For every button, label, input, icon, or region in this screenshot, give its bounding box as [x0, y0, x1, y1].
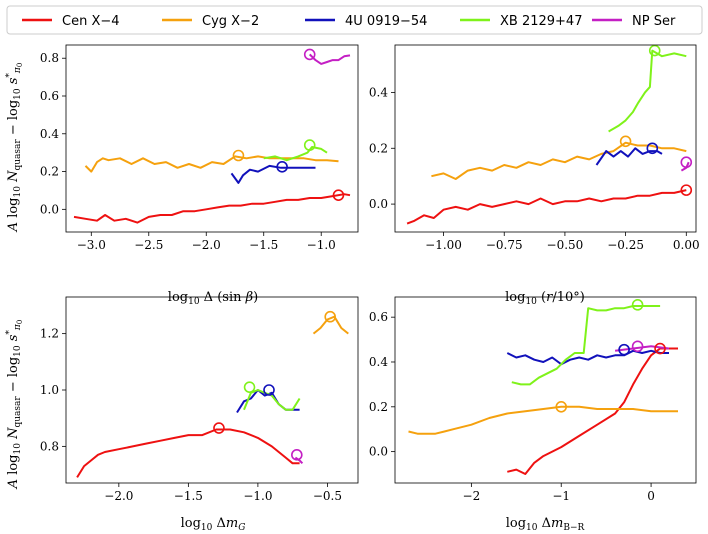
ytick-label-bottom-right: 0.6 [369, 310, 388, 324]
xlabel-top-left: log10 Δ (sin β) [168, 290, 258, 307]
xtick-label-bottom-right: 0 [647, 489, 655, 503]
series-marker-xb-2129-47-top-right [648, 45, 661, 57]
xtick-label-top-right: −0.25 [607, 238, 644, 252]
legend-frame [6, 5, 703, 35]
series-marker-4u-0919-54-top-left [276, 161, 288, 173]
axes-frame-bottom-left [65, 296, 359, 484]
xtick-label-bottom-right: −2 [463, 489, 481, 503]
ytick-label-top-left: 0.6 [40, 89, 59, 103]
series-line-cen-x-4-bottom-left [76, 428, 300, 478]
series-marker-np-ser-bottom-right [631, 340, 644, 353]
series-line-4u-0919-54-bottom-right [506, 349, 669, 366]
ytick-label-top-left: 0.0 [40, 202, 59, 216]
xtick-label-top-right: −0.50 [547, 238, 584, 252]
series-line-cyg-x-2-bottom-right [408, 405, 678, 435]
series-line-cen-x-4-top-right [406, 189, 687, 225]
xtick-label-bottom-left: −2.0 [104, 489, 133, 503]
panel-top-right: log10 (r/10°) −1.00 −0.75 −0.50 −0.25 0.00 0.… [369, 44, 700, 307]
xlabel-bottom-left: log10 ΔmG [181, 516, 246, 533]
series-marker-cen-x-4-top-right [680, 184, 693, 196]
xtick-label-top-left: −2.0 [192, 238, 221, 252]
xtick-label-top-left: −1.0 [307, 238, 336, 252]
legend-label-4u-0919-54: 4U 0919−54 [345, 14, 427, 29]
xtick-label-bottom-left: −0.5 [313, 489, 342, 503]
xtick-label-top-left: −1.5 [249, 238, 278, 252]
series-marker-np-ser-top-right [680, 156, 693, 169]
ytick-label-top-right: 0.4 [369, 85, 388, 99]
axes-frame-top-left [65, 44, 359, 233]
series-line-xb-2129-47-bottom-left [243, 389, 301, 411]
series-line-4u-0919-54-top-right [595, 147, 663, 166]
series-marker-4u-0919-54-top-right [646, 142, 659, 155]
series-marker-cen-x-4-top-left [332, 189, 345, 201]
axes-frame-bottom-right [394, 296, 697, 484]
series-marker-cyg-x-2-bottom-right [555, 401, 568, 413]
ytick-label-top-right: 0.0 [369, 197, 388, 211]
xtick-label-top-right: −0.75 [486, 238, 523, 252]
ytick-label-top-right: 0.2 [369, 141, 388, 155]
xlabel-top-right: log10 (r/10°) [505, 290, 585, 307]
ytick-label-bottom-left: 1.0 [40, 383, 59, 397]
series-marker-cyg-x-2-top-left [232, 149, 245, 162]
ylabel-top-left: A log10 Nquasar − log10 s*π0 [5, 63, 24, 233]
series-line-4u-0919-54-top-left [230, 164, 316, 184]
panel-top-left: log10 Δ (sin β) −3.0 −2.5 −2.0 −1.5 −1.0 0.0 0… [40, 44, 359, 307]
ytick-label-top-left: 0.8 [40, 51, 59, 65]
series-marker-cen-x-4-bottom-right [654, 342, 666, 355]
series-marker-np-ser-top-left [303, 48, 316, 61]
legend-label-cyg-x-2: Cyg X−2 [202, 14, 259, 29]
series-line-xb-2129-47-top-right [608, 49, 687, 133]
series-line-np-ser-top-left [308, 53, 351, 65]
series-marker-cen-x-4-bottom-left [213, 422, 225, 434]
series-marker-cyg-x-2-top-right [619, 135, 632, 148]
ytick-label-bottom-left: 1.2 [40, 327, 59, 341]
series-marker-np-ser-bottom-left [291, 449, 303, 461]
xtick-label-bottom-left: −1.5 [174, 489, 203, 503]
ytick-label-top-left: 0.4 [40, 127, 59, 141]
legend-label-cen-x-4: Cen X−4 [62, 14, 120, 29]
ylabel-bottom-left: A log10 Nquasar − log10 s*π0 [5, 320, 24, 490]
ytick-label-bottom-left: 0.8 [40, 439, 59, 453]
xtick-label-bottom-right: −1 [552, 489, 570, 503]
xtick-label-top-left: −3.0 [77, 238, 106, 252]
series-marker-4u-0919-54-bottom-left [263, 384, 275, 396]
series-line-xb-2129-47-top-left [263, 146, 328, 162]
ytick-label-top-left: 0.2 [40, 165, 59, 179]
panel-bottom-left: log10 ΔmG −2.0 −1.5 −1.0 −0.5 0.8 1.0 1.2 [40, 296, 359, 533]
xtick-label-top-right: −1.00 [425, 238, 462, 252]
xtick-label-top-right: 0.00 [673, 238, 700, 252]
series-marker-xb-2129-47-top-left [303, 139, 316, 151]
series-line-cyg-x-2-top-right [431, 141, 687, 180]
series-line-cen-x-4-top-left [73, 193, 351, 224]
series-marker-cyg-x-2-bottom-left [324, 310, 336, 323]
ytick-label-bottom-right: 0.2 [369, 400, 388, 414]
ytick-label-bottom-right: 0.4 [369, 355, 388, 369]
xlabel-bottom-right: log10 ΔmB−R [506, 516, 585, 533]
series-line-xb-2129-47-bottom-right [511, 305, 661, 386]
series-line-cyg-x-2-top-left [84, 155, 339, 173]
xtick-label-bottom-left: −1.0 [243, 489, 272, 503]
legend-label-xb-2129-47: XB 2129+47 [500, 14, 582, 29]
series-marker-xb-2129-47-bottom-right [631, 299, 644, 311]
xtick-label-top-left: −2.5 [134, 238, 163, 252]
legend-label-np-ser: NP Ser [632, 14, 676, 29]
series-marker-4u-0919-54-bottom-right [618, 343, 630, 356]
series-line-cyg-x-2-bottom-left [312, 315, 349, 335]
panel-bottom-right: log10 ΔmB−R −2 −1 0 0.0 0.2 0.4 0.6 [369, 296, 697, 533]
series-marker-xb-2129-47-bottom-left [243, 381, 256, 393]
ytick-label-bottom-right: 0.0 [369, 445, 388, 459]
legend: Cen X−4 Cyg X−2 4U 0919−54 XB 2129+47 NP Ser [6, 5, 703, 35]
series-line-np-ser-bottom-left [294, 456, 304, 465]
axes-frame-top-right [394, 44, 697, 233]
